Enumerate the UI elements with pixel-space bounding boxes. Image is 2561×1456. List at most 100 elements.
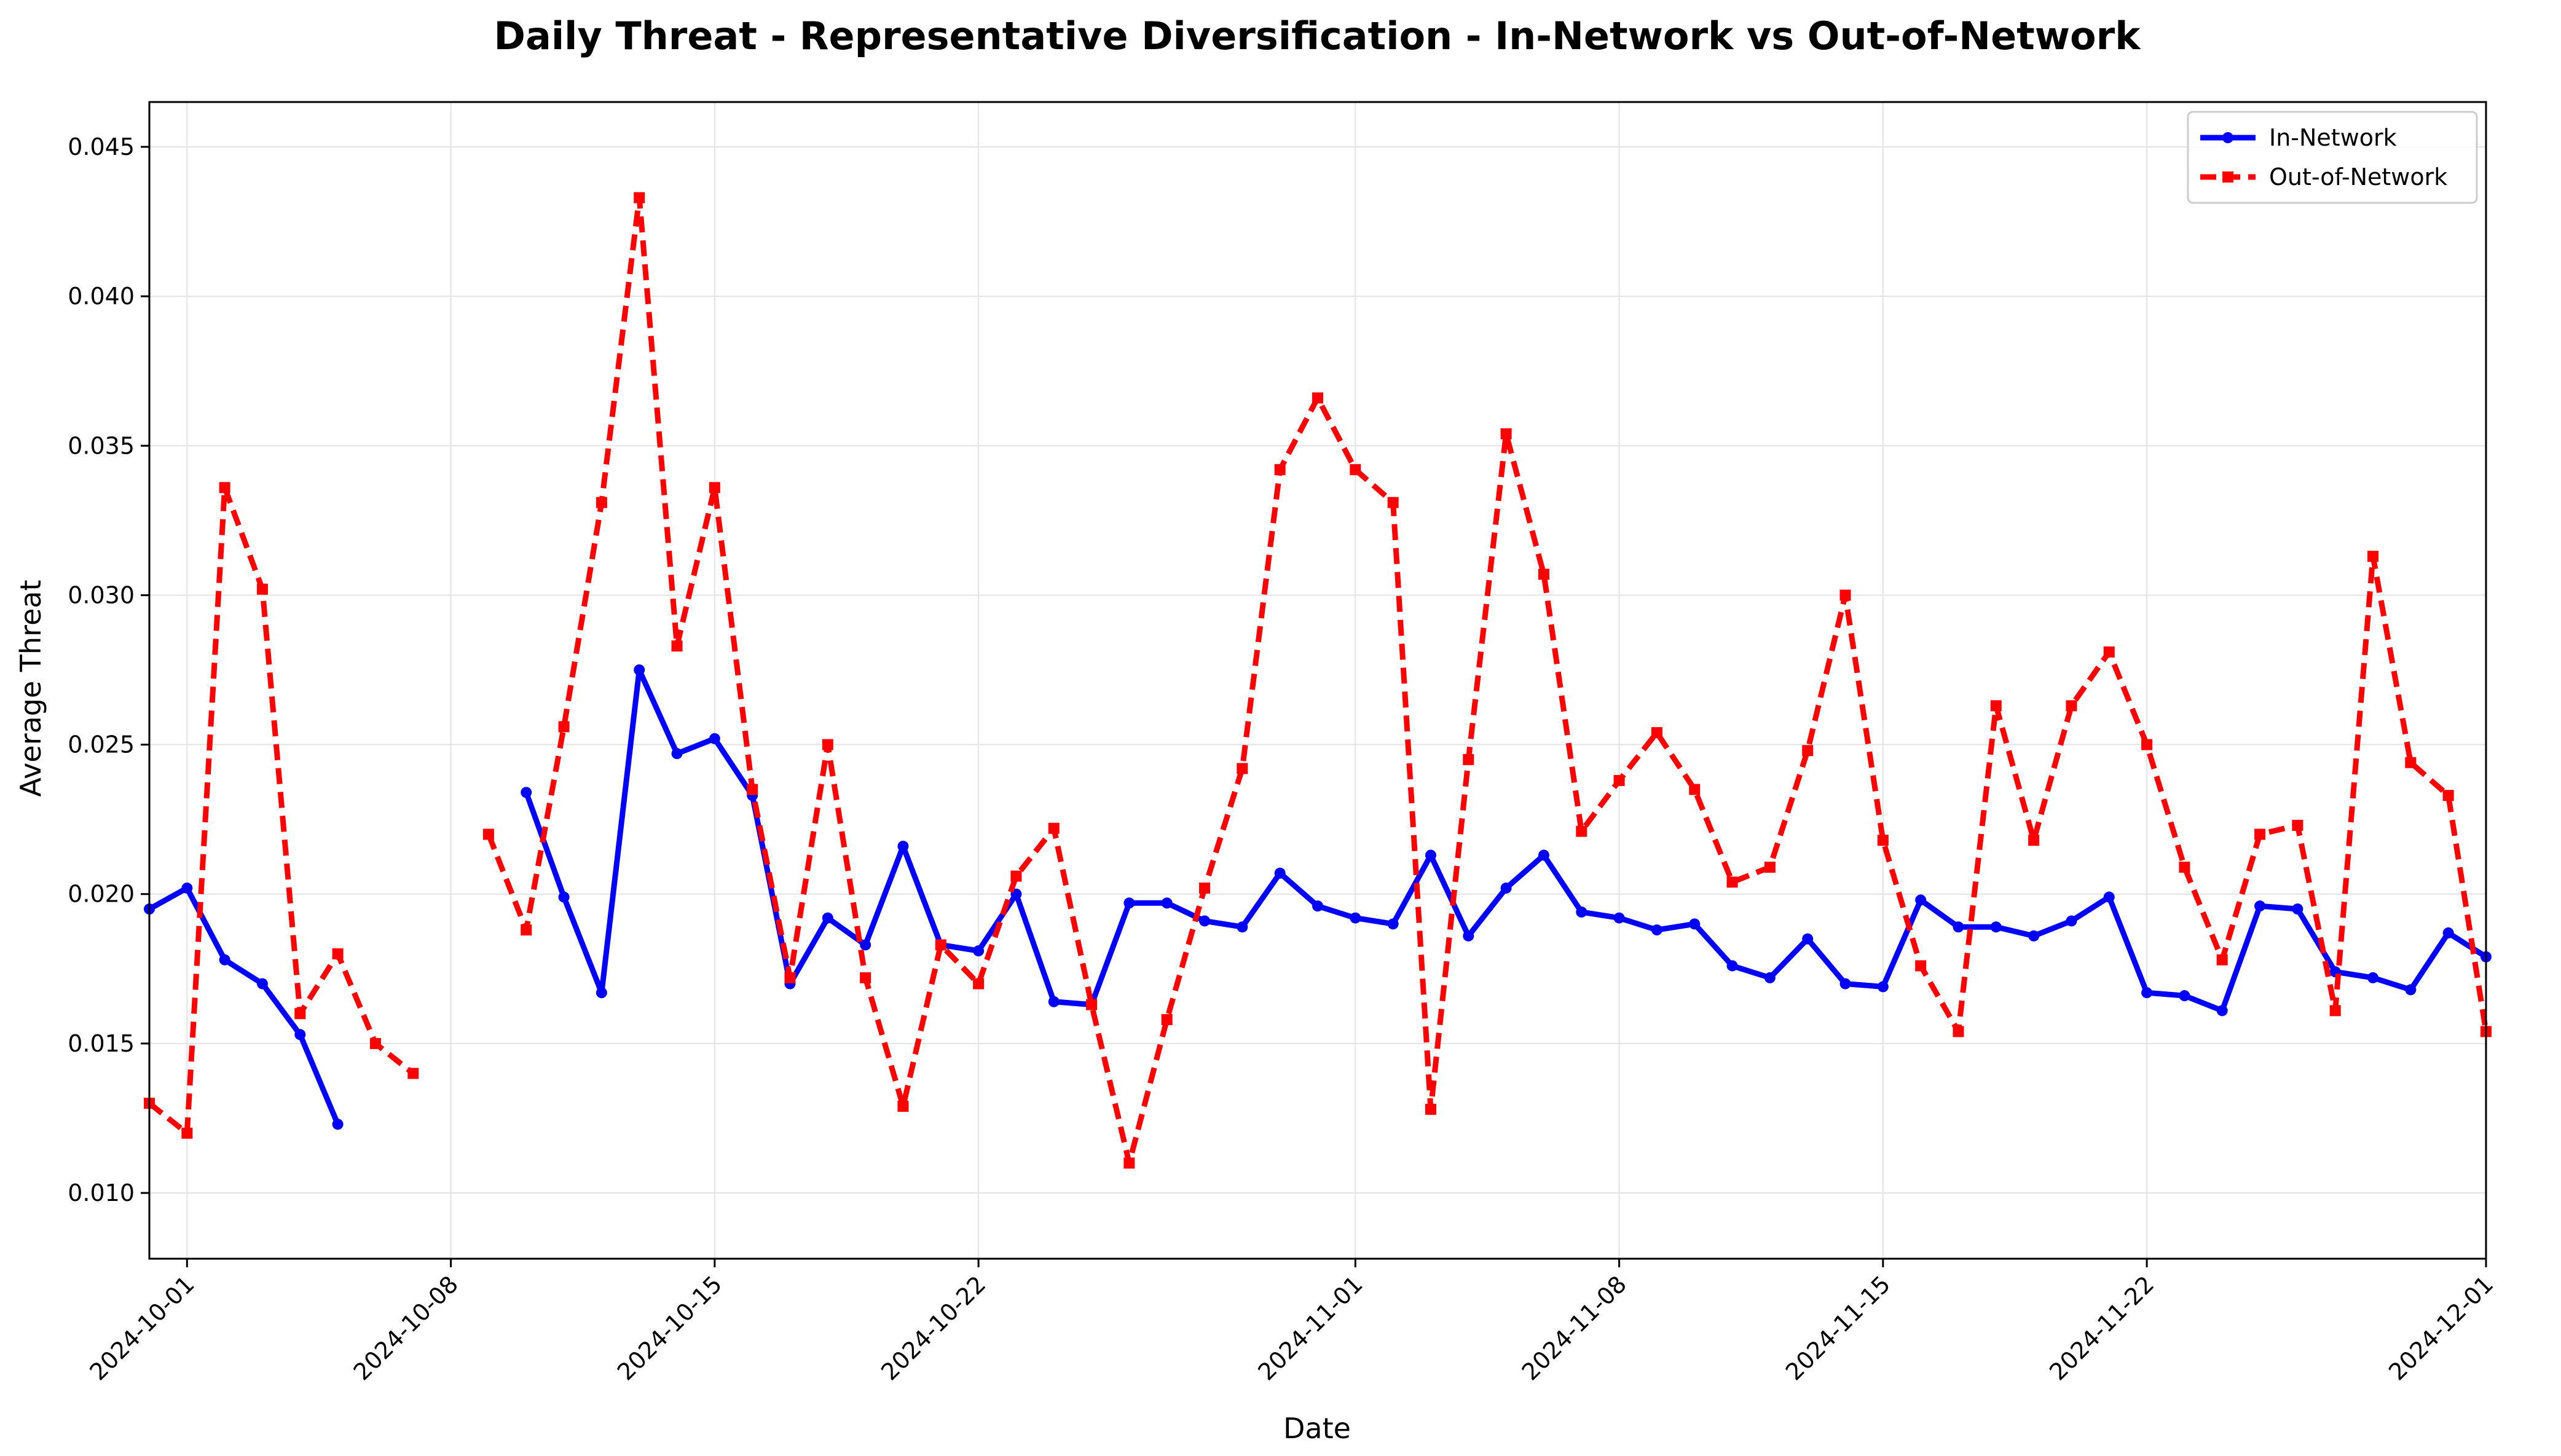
data-point [1576, 906, 1587, 918]
data-point [2367, 972, 2379, 983]
data-point [2066, 700, 2077, 712]
data-point [2103, 891, 2115, 903]
data-point [822, 912, 833, 924]
data-point [2254, 828, 2266, 840]
data-point [860, 939, 871, 951]
data-point [1689, 784, 1701, 795]
data-point [860, 972, 871, 983]
data-point [558, 721, 570, 733]
data-point [1350, 464, 1361, 476]
legend-label: In-Network [2269, 124, 2397, 151]
data-point [1387, 497, 1399, 508]
plot-frame [148, 101, 2487, 1260]
data-point [1953, 921, 1964, 933]
data-point [2442, 790, 2454, 801]
data-point [521, 924, 532, 936]
data-point [369, 1037, 381, 1049]
grid-layer [149, 102, 2487, 1259]
data-point [634, 192, 645, 203]
data-point [1463, 754, 1474, 765]
data-point [2141, 987, 2153, 999]
data-point [1199, 915, 1211, 927]
data-point [294, 1029, 306, 1041]
data-point [1387, 918, 1399, 930]
data-point [2179, 861, 2190, 873]
data-point [294, 1008, 306, 1020]
data-point [1839, 589, 1851, 601]
data-point [1312, 392, 1323, 404]
data-point [1576, 825, 1587, 837]
data-point [1651, 924, 1662, 936]
data-point [709, 482, 720, 494]
y-tick-label: 0.025 [68, 731, 135, 758]
y-tick-label: 0.040 [68, 283, 135, 310]
data-point [1161, 1013, 1173, 1025]
legend-marker [2222, 171, 2233, 183]
data-point [332, 948, 344, 959]
series-line-segment [148, 484, 415, 1136]
data-point [784, 972, 796, 983]
data-point [1237, 921, 1248, 933]
data-point [1237, 763, 1248, 774]
legend: In-Network Out-of-Network [2187, 111, 2478, 204]
data-point [1086, 999, 1098, 1010]
data-point [1010, 870, 1022, 882]
data-point [1274, 867, 1286, 879]
data-point [1915, 894, 1927, 906]
data-point [407, 1068, 419, 1079]
data-point [256, 978, 268, 990]
data-point [521, 787, 532, 798]
data-point [1726, 960, 1738, 972]
data-point [2405, 757, 2417, 768]
data-point [596, 497, 607, 508]
data-point [1689, 918, 1701, 930]
data-point [2405, 984, 2417, 996]
series-line-segment [148, 885, 340, 1125]
data-point [2028, 930, 2040, 942]
data-point [2442, 927, 2454, 939]
data-point [2254, 900, 2266, 912]
series-in-network [144, 664, 2492, 1130]
y-axis-label: Average Threat [14, 580, 47, 797]
data-point [1877, 981, 1889, 993]
data-point [1350, 912, 1361, 924]
data-point [1463, 930, 1474, 942]
y-tick-label: 0.015 [68, 1030, 135, 1057]
data-point [1726, 876, 1738, 888]
data-point [1990, 700, 2002, 712]
data-point [1500, 882, 1512, 894]
data-point [1500, 428, 1512, 439]
data-point [1953, 1026, 1964, 1037]
data-point [1538, 849, 1549, 861]
data-point [747, 784, 758, 795]
data-point [1425, 849, 1436, 861]
y-tick-label: 0.010 [68, 1179, 135, 1206]
data-point [1915, 960, 1927, 972]
data-point [822, 739, 833, 750]
data-point [596, 987, 607, 999]
data-point [2292, 819, 2303, 831]
data-point [1877, 835, 1889, 846]
data-point [709, 733, 720, 744]
data-point [1161, 897, 1173, 909]
data-point [1538, 569, 1549, 580]
chart-title: Daily Threat - Representative Diversific… [494, 14, 2142, 58]
data-point [1990, 921, 2002, 933]
data-point [2292, 903, 2303, 915]
data-point [1764, 972, 1776, 983]
data-point [935, 939, 946, 951]
data-point [256, 583, 268, 595]
data-point [2179, 990, 2190, 1002]
legend-marker [2222, 132, 2233, 143]
data-point [219, 482, 230, 494]
data-point [2216, 954, 2228, 966]
legend-label: Out-of-Network [2269, 163, 2447, 191]
data-point [1613, 774, 1625, 786]
data-point [1123, 897, 1135, 909]
data-point [558, 891, 570, 903]
data-point [1651, 727, 1662, 739]
data-point [1764, 861, 1776, 873]
data-point [973, 978, 985, 990]
data-point [1839, 978, 1851, 990]
legend-box [2187, 111, 2478, 204]
